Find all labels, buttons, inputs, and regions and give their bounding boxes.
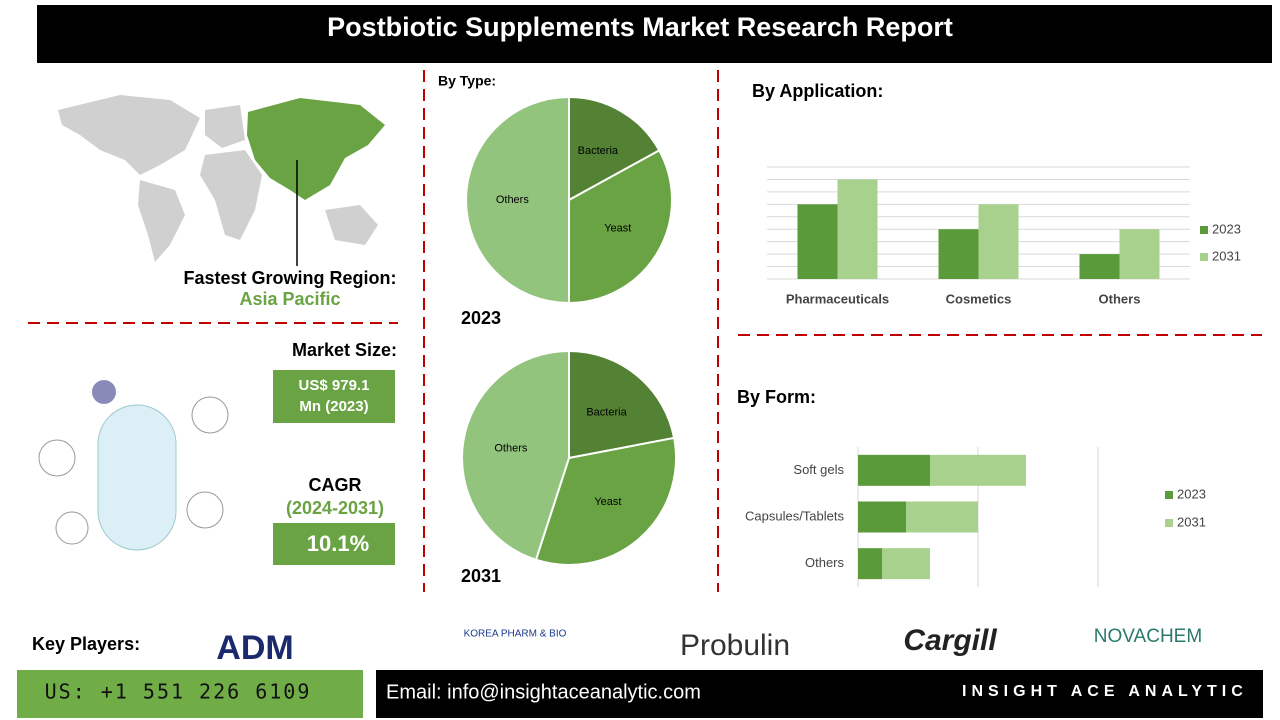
pie-slice xyxy=(461,349,570,562)
world-map xyxy=(58,95,378,262)
player-logo: KOREA PHARM & BIO xyxy=(464,629,567,640)
phone-box xyxy=(17,670,363,718)
player-logo: Probulin xyxy=(680,629,790,662)
title-bar xyxy=(37,5,1272,63)
pie-slice xyxy=(568,95,661,202)
phone: US: +1 551 226 6109 xyxy=(45,680,312,704)
legend-swatch xyxy=(1200,253,1208,261)
chart-title: By Form: xyxy=(737,387,816,407)
pie-slice xyxy=(534,436,677,566)
brand: INSIGHT ACE ANALYTIC xyxy=(962,683,1248,700)
email: Email: info@insightaceanalytic.com xyxy=(386,681,701,703)
y-tick-label: Capsules/Tablets xyxy=(745,508,844,523)
cagr-label: CAGR xyxy=(309,475,362,495)
slice-label: Yeast xyxy=(604,223,631,235)
x-tick-label: Cosmetics xyxy=(946,291,1012,306)
player-logo: NOVACHEM xyxy=(1094,626,1202,647)
player-logo: Cargill xyxy=(903,624,997,657)
slice-label: Others xyxy=(496,194,530,206)
pie-slice xyxy=(568,149,673,305)
bar-segment xyxy=(858,454,930,486)
bar-segment xyxy=(882,548,930,580)
dividers xyxy=(28,70,1262,592)
y-tick-label: Soft gels xyxy=(793,462,844,477)
bar-segment xyxy=(906,501,978,533)
region-value: Asia Pacific xyxy=(239,289,340,309)
title: Postbiotic Supplements Market Research R… xyxy=(327,12,953,42)
pie-slice xyxy=(568,349,676,460)
market-size-value: US$ 979.1 xyxy=(299,377,370,394)
legend-label: 2031 xyxy=(1212,248,1241,263)
bar xyxy=(797,204,838,279)
market-size-label: Market Size: xyxy=(292,340,397,360)
bar xyxy=(1079,254,1120,279)
asia-pacific-region xyxy=(247,98,385,200)
legend-label: 2023 xyxy=(1177,486,1206,501)
footer-bar xyxy=(376,670,1263,718)
chart-title: By Application: xyxy=(752,81,883,101)
bar-segment xyxy=(858,548,882,580)
postbiotic-illustration xyxy=(38,380,229,551)
legend-swatch xyxy=(1200,226,1208,234)
x-tick-label: Others xyxy=(1099,291,1141,306)
slice-label: Bacteria xyxy=(578,145,619,157)
bar-segment xyxy=(858,501,906,533)
slice-label: Yeast xyxy=(594,496,621,508)
market-size-box xyxy=(273,370,395,423)
pie-slice xyxy=(465,95,570,305)
region-label: Fastest Growing Region: xyxy=(183,268,396,288)
bar xyxy=(837,179,878,279)
chart-title: 2031 xyxy=(461,566,501,586)
legend-label: 2023 xyxy=(1212,221,1241,236)
x-tick-label: Pharmaceuticals xyxy=(786,291,889,306)
bar xyxy=(938,229,979,279)
legend-swatch xyxy=(1165,491,1173,499)
slice-label: Others xyxy=(494,443,528,455)
cagr-box xyxy=(273,523,395,565)
market-size-value: Mn (2023) xyxy=(299,398,368,415)
slice-label: Bacteria xyxy=(586,407,627,419)
charts: By Type: 2023 Bacteria Yeast Others 2031 Bacte… xyxy=(438,73,1241,587)
chart-title: 2023 xyxy=(461,308,501,328)
legend-label: 2031 xyxy=(1177,514,1206,529)
cagr-value: 10.1% xyxy=(307,531,369,556)
bar xyxy=(978,204,1019,279)
bar-segment xyxy=(930,454,1026,486)
bar xyxy=(1119,229,1160,279)
legend-swatch xyxy=(1165,519,1173,527)
player-logo: ADM xyxy=(216,629,293,667)
key-players-label: Key Players: xyxy=(32,634,140,654)
cagr-period: (2024-2031) xyxy=(286,498,384,518)
y-tick-label: Others xyxy=(805,555,845,570)
chart-heading: By Type: xyxy=(438,73,496,89)
